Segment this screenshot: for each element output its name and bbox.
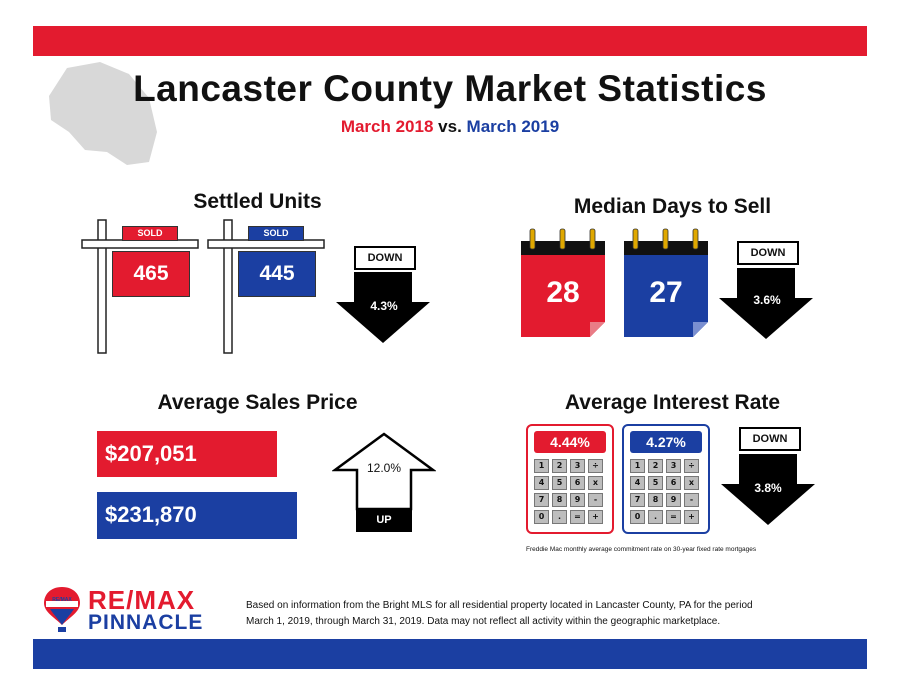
calculator-2018: 4.44% 1 2 3 ÷ 4 5 6 x 7 8 9 - 0 . = +: [526, 424, 614, 534]
interest-rate-trend-label: DOWN: [739, 427, 801, 451]
median-days-trend-label: DOWN: [737, 241, 799, 265]
interest-rate-footnote: Freddie Mac monthly average commitment r…: [526, 546, 757, 553]
remax-logo-text: RE/MAX: [88, 585, 196, 615]
calc-key: 1: [534, 459, 549, 473]
period-2018: March 2018: [340, 117, 434, 136]
settled-units-trend-percent: 4.3%: [370, 299, 398, 313]
median-days-trend-percent: 3.6%: [753, 293, 781, 307]
calc-key: -: [588, 493, 603, 507]
calc-key: 8: [648, 493, 663, 507]
calc-key: 7: [630, 493, 645, 507]
calc-key: 2: [648, 459, 663, 473]
interest-rate-2019-value: 4.27%: [630, 431, 702, 453]
avg-price-trend-percent: 12.0%: [366, 461, 402, 475]
calculator-2019-keypad: 1 2 3 ÷ 4 5 6 x 7 8 9 - 0 . = +: [630, 459, 704, 531]
county-map-icon: [49, 62, 157, 165]
page-title: Lancaster County Market Statistics: [133, 68, 767, 109]
footer-disclaimer-line1: Based on information from the Bright MLS…: [246, 600, 753, 611]
median-days-2019-value: 27: [649, 276, 683, 309]
balloon-logo-text: RE/MAX: [52, 597, 72, 603]
settled-units-2018-value: 465: [112, 251, 190, 297]
calc-key: 6: [570, 476, 585, 490]
interest-rate-trend-percent: 3.8%: [754, 481, 782, 495]
hot-air-balloon-logo-icon: [44, 587, 80, 632]
calc-key: 6: [666, 476, 681, 490]
interest-rate-2018-value: 4.44%: [534, 431, 606, 453]
calc-key: 2: [552, 459, 567, 473]
calc-key: 7: [534, 493, 549, 507]
calc-key: =: [666, 510, 681, 524]
calc-key: ÷: [684, 459, 699, 473]
calc-key: 9: [570, 493, 585, 507]
calc-key: 3: [570, 459, 585, 473]
settled-units-2019-value: 445: [238, 251, 316, 297]
calc-key: x: [588, 476, 603, 490]
down-arrow-icon: [719, 268, 813, 339]
calc-key: +: [684, 510, 699, 524]
calc-key: +: [588, 510, 603, 524]
calculator-2019: 4.27% 1 2 3 ÷ 4 5 6 x 7 8 9 - 0 . = +: [622, 424, 710, 534]
avg-price-2019-bar: $231,870: [97, 492, 297, 539]
top-banner-bar: [33, 26, 867, 56]
avg-price-trend-label: UP: [356, 508, 412, 532]
sold-tag-2018: SOLD: [122, 226, 178, 241]
bottom-banner-bar: [33, 639, 867, 669]
versus-label: vs.: [438, 117, 462, 136]
calc-key: .: [552, 510, 567, 524]
down-arrow-icon: [336, 272, 430, 343]
settled-units-trend-label: DOWN: [354, 246, 416, 270]
sold-tag-2019: SOLD: [248, 226, 304, 241]
median-days-2018-value: 28: [546, 276, 580, 309]
calc-key: 5: [552, 476, 567, 490]
calculator-2018-keypad: 1 2 3 ÷ 4 5 6 x 7 8 9 - 0 . = +: [534, 459, 608, 531]
calc-key: -: [684, 493, 699, 507]
calendar-2018-icon: [521, 228, 605, 337]
settled-units-title: Settled Units: [193, 190, 322, 213]
footer-disclaimer-line2: March 1, 2019, through March 31, 2019. D…: [246, 616, 721, 627]
calc-key: 1: [630, 459, 645, 473]
page-subtitle: March 2018 vs. March 2019: [0, 117, 900, 137]
pinnacle-logo-text: PINNACLE: [88, 611, 204, 634]
calc-key: 8: [552, 493, 567, 507]
calc-key: 4: [534, 476, 549, 490]
calc-key: ÷: [588, 459, 603, 473]
interest-rate-title: Average Interest Rate: [564, 391, 781, 414]
calendar-2019-icon: [624, 228, 708, 337]
calc-key: 9: [666, 493, 681, 507]
down-arrow-icon: [721, 454, 815, 525]
calc-key: 4: [630, 476, 645, 490]
avg-price-2018-bar: $207,051: [97, 431, 277, 477]
calc-key: 0: [630, 510, 645, 524]
median-days-title: Median Days to Sell: [573, 195, 772, 218]
footer-disclaimer: Based on information from the Bright MLS…: [246, 598, 866, 630]
calc-key: 5: [648, 476, 663, 490]
calc-key: .: [648, 510, 663, 524]
calc-key: x: [684, 476, 699, 490]
calc-key: =: [570, 510, 585, 524]
avg-price-title: Average Sales Price: [157, 391, 358, 414]
calc-key: 3: [666, 459, 681, 473]
period-2019: March 2019: [466, 117, 560, 136]
calc-key: 0: [534, 510, 549, 524]
